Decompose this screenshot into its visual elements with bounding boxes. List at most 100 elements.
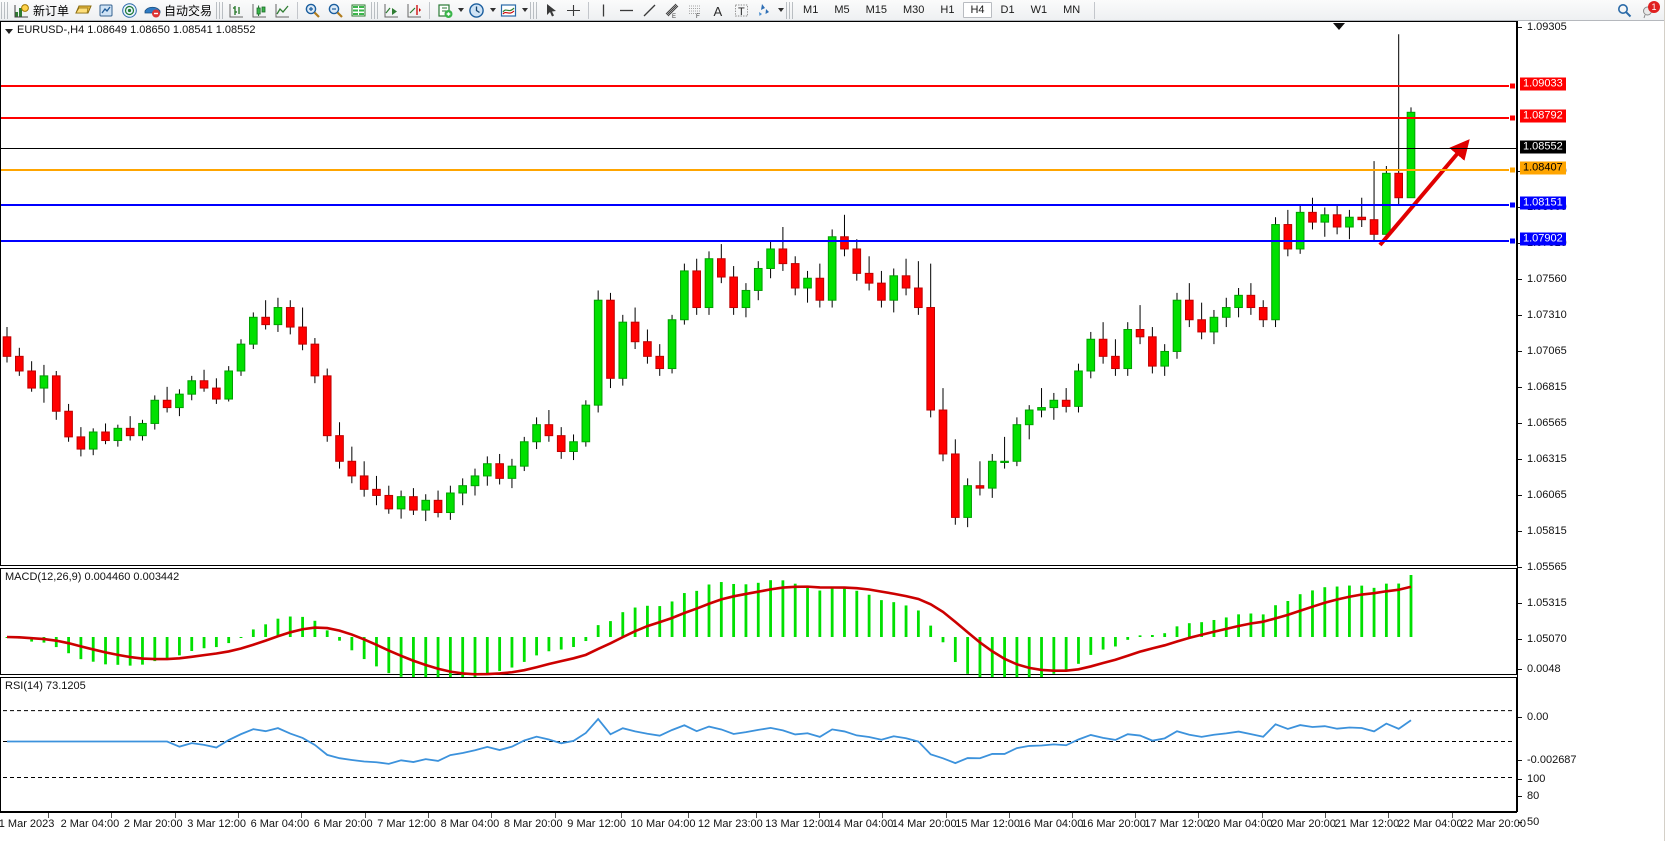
candle-body bbox=[1184, 299, 1194, 321]
horizontal-line-button[interactable] bbox=[615, 1, 638, 20]
candlestick-chart-button[interactable] bbox=[248, 1, 271, 20]
rsi-indicator-panel[interactable]: RSI(14) 73.1205 bbox=[0, 677, 1517, 812]
bar-chart-button[interactable] bbox=[225, 1, 248, 20]
fibonacci-button[interactable]: F bbox=[684, 1, 707, 20]
support-level-1-tag[interactable]: 1.08151 bbox=[1520, 196, 1566, 210]
cursor-button[interactable] bbox=[539, 1, 562, 20]
templates-dropdown-arrow[interactable] bbox=[520, 2, 529, 19]
candle-body bbox=[1197, 319, 1206, 333]
candlestick-series bbox=[2, 34, 1416, 528]
time-tick bbox=[491, 813, 493, 818]
resistance-level-2-line[interactable] bbox=[1, 117, 1516, 119]
macd-histogram-bar bbox=[1298, 594, 1302, 637]
toolbar-grip-2[interactable] bbox=[216, 1, 224, 19]
toolbar-grip-4[interactable] bbox=[530, 1, 538, 19]
macd-histogram-bar bbox=[104, 637, 107, 665]
support-level-1-line[interactable] bbox=[1, 204, 1516, 206]
resistance-level-1-tag[interactable]: 1.09033 bbox=[1520, 77, 1566, 91]
time-label: 16 Mar 20:00 bbox=[1081, 818, 1146, 830]
timeframe-m15[interactable]: M15 bbox=[865, 4, 887, 16]
line-chart-button[interactable] bbox=[271, 1, 294, 20]
macd-histogram-bar bbox=[621, 612, 625, 637]
resistance-level-1-line[interactable] bbox=[1, 85, 1516, 87]
macd-indicator-panel[interactable]: MACD(12,26,9) 0.004460 0.003442 bbox=[0, 568, 1517, 690]
pending-order-level-tag[interactable]: 1.08407 bbox=[1520, 161, 1566, 175]
candle-body bbox=[569, 441, 578, 453]
support-level-2-handle[interactable] bbox=[1509, 237, 1516, 245]
vertical-line-button[interactable] bbox=[592, 1, 615, 20]
macd-histogram-bar bbox=[1101, 637, 1105, 650]
macd-histogram-bar bbox=[1360, 585, 1364, 637]
toolbar-grip[interactable] bbox=[1, 1, 8, 19]
candle-body bbox=[1308, 211, 1317, 223]
zoom-out-button[interactable] bbox=[324, 1, 347, 20]
price-tick: 1.06315 bbox=[1518, 453, 1567, 465]
timeframe-d1[interactable]: D1 bbox=[1000, 4, 1015, 16]
bid-price-level-line[interactable] bbox=[1, 148, 1516, 149]
timeframe-m5[interactable]: M5 bbox=[834, 4, 850, 16]
candle-body bbox=[495, 463, 504, 479]
text-label-button[interactable]: T bbox=[730, 1, 753, 20]
add-indicator-button[interactable] bbox=[433, 1, 456, 20]
candle-body bbox=[162, 399, 172, 409]
price-chart-panel[interactable]: EURUSD-,H4 1.08649 1.08650 1.08541 1.085… bbox=[0, 21, 1517, 566]
autotrading-button[interactable]: 自动交易 bbox=[141, 1, 215, 20]
tile-windows-button[interactable] bbox=[347, 1, 370, 20]
pending-order-level-handle[interactable] bbox=[1509, 166, 1516, 174]
data-window-button[interactable] bbox=[72, 1, 95, 20]
timeframe-mn[interactable]: MN bbox=[1063, 4, 1081, 16]
bid-price-level-tag[interactable]: 1.08552 bbox=[1520, 140, 1566, 154]
support-level-2-tag[interactable]: 1.07902 bbox=[1520, 232, 1566, 246]
notification-badge: 1 bbox=[1648, 0, 1660, 13]
navigator-button[interactable] bbox=[95, 1, 118, 20]
period-button[interactable] bbox=[465, 1, 488, 20]
trendline-button[interactable] bbox=[638, 1, 661, 20]
text-button[interactable]: A bbox=[707, 1, 730, 20]
notification-button[interactable]: 1 bbox=[1636, 0, 1660, 20]
period-dropdown-arrow[interactable] bbox=[488, 2, 497, 19]
price-axis[interactable]: 1.093051.083101.080601.078101.075601.073… bbox=[1517, 21, 1665, 828]
search-button[interactable] bbox=[1613, 1, 1636, 20]
macd-histogram-bar bbox=[510, 637, 514, 668]
macd-histogram-bar bbox=[1175, 626, 1179, 637]
macd-histogram-bar bbox=[953, 637, 957, 663]
support-level-2-line[interactable] bbox=[1, 240, 1516, 242]
shapes-button[interactable] bbox=[753, 1, 776, 20]
time-axis[interactable]: 1 Mar 2023 2 Mar 04:00 2 Mar 20:00 3 Mar 12… bbox=[0, 812, 1526, 841]
shapes-dropdown-arrow[interactable] bbox=[776, 2, 785, 19]
macd-histogram-bar bbox=[1323, 587, 1327, 637]
templates-button[interactable] bbox=[497, 1, 520, 20]
timeframe-h4[interactable]: H4 bbox=[963, 2, 992, 18]
timeframe-w1[interactable]: W1 bbox=[1030, 4, 1048, 16]
timeframe-h1[interactable]: H1 bbox=[940, 4, 955, 16]
timeframe-m1[interactable]: M1 bbox=[803, 4, 819, 16]
resistance-level-2-handle[interactable] bbox=[1509, 114, 1516, 122]
market-watch-button[interactable] bbox=[118, 1, 141, 20]
new-order-button[interactable]: 新订单 bbox=[10, 1, 72, 20]
crosshair-button[interactable] bbox=[562, 1, 585, 20]
pending-order-level-line[interactable] bbox=[1, 169, 1516, 171]
add-indicator-dropdown-arrow[interactable] bbox=[456, 2, 465, 19]
price-tick: 1.06065 bbox=[1518, 489, 1567, 501]
zoom-in-button[interactable] bbox=[301, 1, 324, 20]
auto-scroll-button[interactable] bbox=[380, 1, 403, 20]
time-label: 14 Mar 04:00 bbox=[828, 818, 894, 830]
timeframe-m30[interactable]: M30 bbox=[903, 4, 925, 16]
resistance-level-1-handle[interactable] bbox=[1509, 82, 1516, 90]
zoom-out-icon bbox=[328, 3, 343, 18]
equidistant-channel-button[interactable]: E bbox=[661, 1, 684, 20]
support-level-1-handle[interactable] bbox=[1509, 201, 1516, 209]
bar-chart-icon bbox=[229, 3, 244, 17]
time-label: 1 Mar 2023 bbox=[0, 818, 55, 830]
candle-body bbox=[790, 263, 800, 289]
macd-histogram-bar bbox=[793, 583, 797, 637]
toolbar-grip-5[interactable] bbox=[786, 1, 794, 19]
symbol-caret-icon[interactable] bbox=[5, 29, 13, 34]
candle-body bbox=[643, 341, 652, 357]
macd-histogram-bar bbox=[806, 585, 809, 637]
toolbar-grip-3[interactable] bbox=[371, 1, 379, 19]
chart-shift-button[interactable] bbox=[403, 1, 426, 20]
resistance-level-2-tag[interactable]: 1.08792 bbox=[1520, 109, 1566, 123]
candle-body bbox=[741, 289, 751, 309]
macd-histogram-bar bbox=[1077, 637, 1080, 664]
